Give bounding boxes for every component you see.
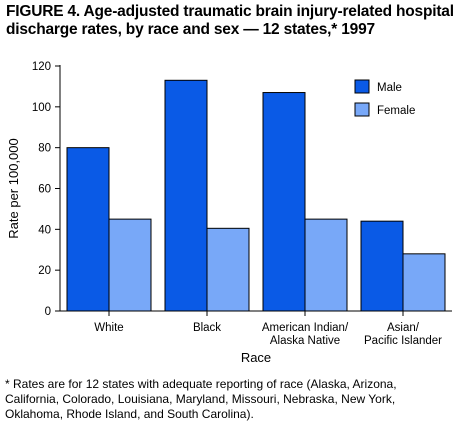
y-tick-label-6: 120 <box>32 61 51 73</box>
legend-label-male: Male <box>377 82 402 94</box>
bar-male-2 <box>262 92 306 312</box>
x-tick-label-2-1: Alaska Native <box>270 335 340 347</box>
chart-title-line-2: discharge rates, by race and sex — 12 st… <box>6 21 375 38</box>
legend-swatch-male <box>354 79 370 94</box>
y-tick-label-2: 40 <box>38 224 51 236</box>
x-tick-label-3-1: Pacific Islander <box>364 335 442 347</box>
x-axis-title: Race <box>241 350 271 365</box>
bar-male-0 <box>66 147 110 312</box>
chart-title-line-1: FIGURE 4. Age-adjusted traumatic brain i… <box>6 3 454 20</box>
x-tick-label-3-0: Asian/ <box>387 322 420 334</box>
footnote-line-1: * Rates are for 12 states with adequate … <box>5 377 397 391</box>
y-axis-title: Rate per 100,000 <box>6 138 21 238</box>
x-tick-label-2-0: American Indian/ <box>262 322 349 334</box>
legend-label-female: Female <box>377 105 415 117</box>
bar-female-2 <box>304 218 348 312</box>
bar-female-0 <box>108 218 152 312</box>
bar-female-1 <box>206 227 250 312</box>
y-tick-label-5: 100 <box>32 102 51 114</box>
bar-male-3 <box>360 220 404 312</box>
y-tick-label-4: 80 <box>38 143 51 155</box>
footnote-line-2: California, Colorado, Louisiana, Marylan… <box>5 392 396 406</box>
y-tick-label-0: 0 <box>45 306 51 318</box>
x-tick-label-0-0: White <box>94 322 123 334</box>
legend-swatch-female <box>354 102 370 117</box>
y-tick-label-1: 20 <box>38 265 51 277</box>
y-tick-label-3: 60 <box>38 184 51 196</box>
chart-title: FIGURE 4. Age-adjusted traumatic brain i… <box>6 3 464 39</box>
bar-male-1 <box>164 79 208 312</box>
x-tick-label-1-0: Black <box>193 322 221 334</box>
bar-female-3 <box>402 253 446 312</box>
footnote: * Rates are for 12 states with adequate … <box>5 377 465 422</box>
footnote-line-3: Oklahoma, Rhode Island, and South Caroli… <box>5 407 254 421</box>
